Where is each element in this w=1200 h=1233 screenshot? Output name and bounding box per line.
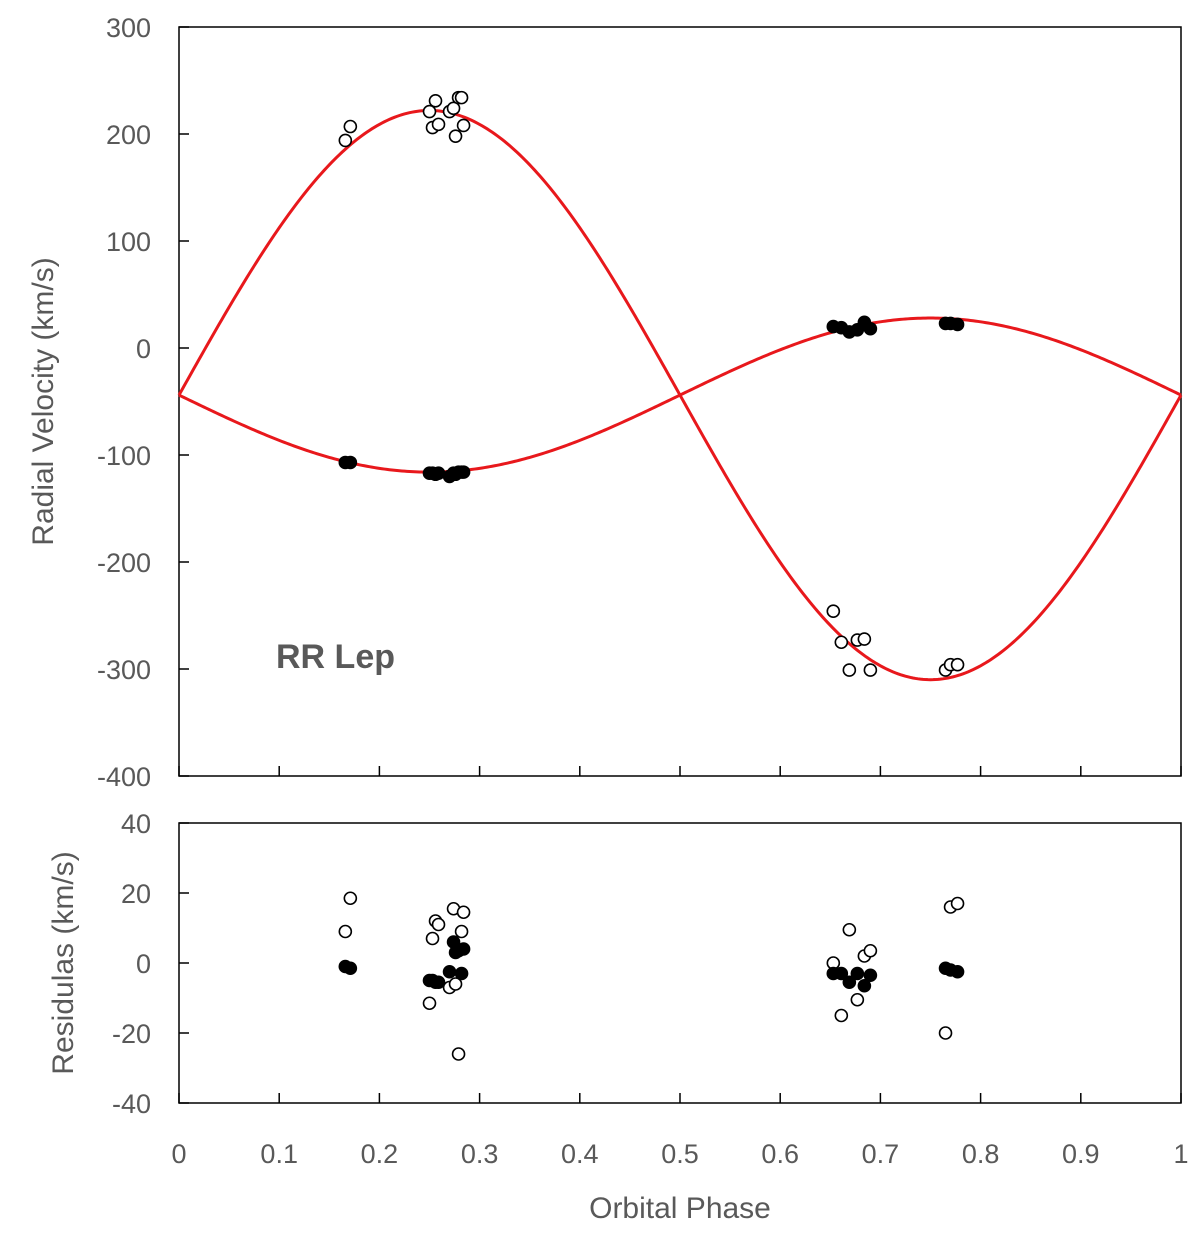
residuals-points: [338, 891, 965, 1061]
open-data-point: [842, 663, 857, 677]
open-data-point: [454, 90, 469, 105]
filled-data-point: [431, 975, 446, 990]
open-data-point: [431, 117, 446, 132]
open-data-point: [456, 118, 471, 133]
x-tick-label: 0: [171, 1139, 186, 1169]
y-tick-label: -40: [112, 1089, 151, 1119]
x-tick-label: 0.8: [962, 1139, 1000, 1169]
residuals-ylabel: Residulas (km/s): [47, 851, 80, 1074]
open-data-point: [343, 119, 358, 134]
open-data-point: [863, 663, 878, 677]
fit-curve-2: [178, 316, 1182, 474]
filled-data-point: [850, 966, 865, 981]
open-data-point: [343, 891, 358, 906]
residuals-plot-frame: [178, 822, 1182, 1104]
filled-data-point: [442, 964, 457, 979]
x-tick-label: 1: [1173, 1139, 1188, 1169]
open-data-point: [834, 1008, 849, 1023]
y-tick-label: -100: [97, 441, 151, 471]
open-data-point: [857, 632, 872, 646]
open-data-point: [842, 922, 857, 937]
filled-data-point: [857, 978, 872, 993]
x-tick-label: 0.4: [561, 1139, 599, 1169]
filled-data-point: [834, 966, 849, 981]
y-tick-label: 0: [136, 334, 151, 364]
radial-velocity-ticks: -400 -300 -200 -100 0 100 200 300: [97, 13, 1182, 792]
open-data-point: [950, 657, 965, 672]
open-data-point: [454, 924, 469, 939]
x-tick-label: 0.7: [862, 1139, 900, 1169]
open-data-point: [950, 896, 965, 911]
open-data-point: [456, 905, 471, 920]
filled-data-point: [863, 968, 878, 983]
open-data-point: [446, 101, 461, 116]
filled-data-point: [950, 964, 965, 979]
filled-data-point: [456, 465, 471, 479]
open-data-point: [834, 635, 849, 650]
y-tick-label: 20: [121, 879, 151, 909]
x-tick-label: 0.3: [461, 1139, 499, 1169]
open-data-point: [422, 104, 437, 119]
orbital-phase-xlabel: Orbital Phase: [589, 1192, 771, 1225]
filled-data-point: [456, 942, 471, 956]
y-tick-label: -200: [97, 548, 151, 578]
y-tick-label: -20: [112, 1019, 151, 1049]
open-data-point: [448, 129, 463, 143]
open-data-point: [863, 943, 878, 958]
filled-data-point: [842, 975, 857, 990]
y-tick-label: 0: [136, 949, 151, 979]
filled-data-point: [950, 317, 965, 332]
y-tick-label: 100: [106, 227, 151, 257]
filled-data-point: [431, 466, 446, 480]
open-data-point: [338, 133, 353, 148]
open-data-point: [938, 1026, 953, 1040]
open-data-point: [431, 917, 446, 932]
filled-data-point: [454, 966, 469, 981]
radial-velocity-ylabel: Radial Velocity (km/s): [27, 257, 60, 545]
open-data-point: [850, 992, 865, 1007]
open-data-point: [422, 996, 437, 1011]
radial-velocity-panel: -400 -300 -200 -100 0 100 200 300 Radial Veloci…: [27, 13, 1183, 792]
y-tick-label: 40: [121, 809, 151, 839]
filled-data-point: [343, 455, 358, 470]
y-tick-label: -400: [97, 762, 151, 792]
x-tick-label: 0.5: [661, 1139, 699, 1169]
radial-velocity-points: [338, 90, 965, 677]
star-name-annotation: RR Lep: [276, 638, 395, 676]
residuals-panel: -40 -20 0 20 40 0 0.1 0.2 0.3 0.4 0.5 0.6 0.7 0.8 0.9 1…: [47, 809, 1189, 1225]
open-data-point: [448, 977, 463, 991]
y-tick-label: -300: [97, 655, 151, 685]
open-data-point: [338, 924, 353, 939]
x-tick-label: 0.2: [361, 1139, 399, 1169]
open-data-point: [425, 931, 440, 946]
x-tick-label: 0.1: [260, 1139, 298, 1169]
filled-data-point: [863, 321, 878, 336]
residuals-ticks: -40 -20 0 20 40 0 0.1 0.2 0.3 0.4 0.5 0.6 0.7 0.8 0.9 1: [112, 809, 1189, 1169]
open-data-point: [826, 604, 841, 619]
fit-curves: [177, 108, 1183, 682]
x-tick-label: 0.9: [1062, 1139, 1100, 1169]
y-tick-label: 300: [106, 13, 151, 43]
open-data-point: [451, 1047, 466, 1061]
y-tick-label: 200: [106, 120, 151, 150]
filled-data-point: [343, 961, 358, 976]
x-tick-label: 0.6: [761, 1139, 799, 1169]
open-data-point: [428, 94, 443, 108]
